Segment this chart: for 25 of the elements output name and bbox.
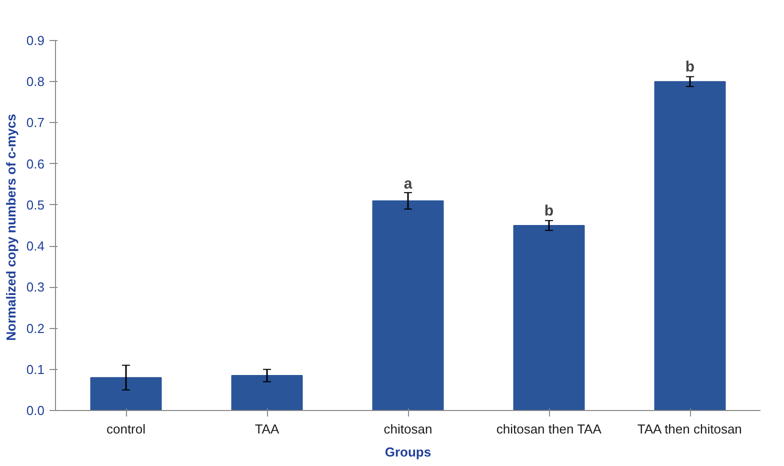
annotation: b	[544, 202, 554, 220]
bar	[372, 200, 444, 410]
bar	[90, 377, 162, 410]
y-tick-label: 0.1	[26, 362, 45, 377]
y-tick-label: 0.8	[26, 74, 45, 90]
x-tick-label: TAA then chitosan	[637, 422, 742, 436]
y-tick-label: 0.2	[26, 320, 45, 336]
bar	[654, 81, 726, 410]
annotation: a	[404, 176, 413, 193]
annotation: b	[685, 58, 695, 76]
x-tick-label: control	[106, 422, 146, 436]
bar	[231, 375, 303, 410]
x-tick-label: TAA	[254, 422, 280, 436]
x-tick-label: chitosan	[384, 422, 432, 436]
text: 0.0	[26, 403, 45, 418]
y-tick-label: 0.9	[26, 33, 45, 48]
y-tick-label: 0.6	[26, 156, 45, 172]
x-axis-title: Groups	[384, 444, 432, 460]
y-tick-label: 0.3	[26, 280, 45, 295]
y-tick-label: 0.5	[26, 197, 45, 212]
y-axis-title: Normalized copy numbers of c-mycs	[3, 114, 18, 341]
x-tick-label: chitosan then TAA	[496, 422, 602, 436]
bar	[513, 225, 585, 410]
y-tick-label: 0.7	[26, 115, 45, 130]
y-tick-label: 0.4	[26, 238, 45, 254]
